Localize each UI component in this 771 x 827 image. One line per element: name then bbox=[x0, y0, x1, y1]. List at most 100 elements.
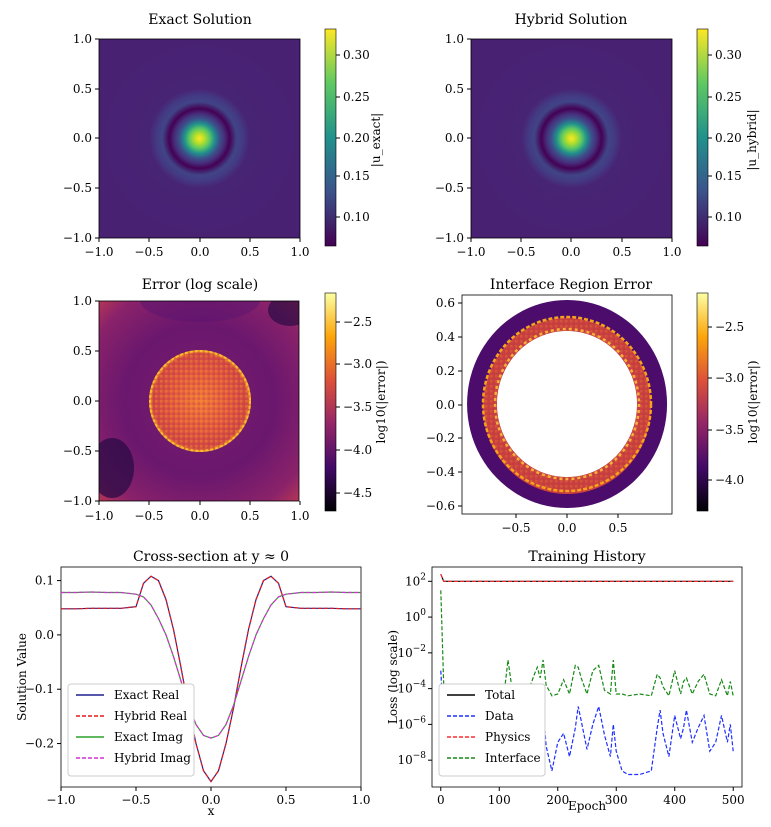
colorbar-tick: −2.5 bbox=[715, 320, 744, 334]
y-tick-label: 0.0 bbox=[73, 131, 92, 145]
y-tick-label: 10−2 bbox=[397, 644, 426, 660]
x-ticks: 0 100 200 300 400 500 bbox=[437, 793, 745, 807]
colorbar-label: |u_hybrid| bbox=[745, 109, 759, 170]
x-tick-label: 0.0 bbox=[557, 521, 576, 535]
x-tick-label: 0 bbox=[437, 793, 445, 807]
series-line-hybrid-imag bbox=[61, 591, 361, 739]
y-tick-label: −0.5 bbox=[63, 181, 92, 195]
x-ticks: −1.0 −0.5 0.0 0.5 1.0 bbox=[456, 238, 682, 259]
legend-label: Total bbox=[485, 688, 515, 702]
y-tick-label: −0.1 bbox=[25, 682, 54, 696]
y-tick-label: 0.2 bbox=[436, 364, 455, 378]
y-tick-label: 0.5 bbox=[73, 344, 92, 358]
heatmap-field bbox=[99, 39, 300, 238]
x-tick-label: 400 bbox=[663, 793, 686, 807]
colorbar-tick: 0.25 bbox=[715, 90, 742, 104]
y-tick-label: −0.2 bbox=[25, 737, 54, 751]
series-line-physics bbox=[440, 573, 734, 582]
colorbar-tick: 0.10 bbox=[343, 210, 370, 224]
colorbar-tick: 0.25 bbox=[343, 90, 370, 104]
y-tick-label: 102 bbox=[405, 572, 426, 588]
heatmap-field bbox=[467, 300, 668, 508]
y-ticks: 0.6 0.4 0.2 0.0 −0.2 −0.4 −0.6 bbox=[426, 296, 462, 513]
y-tick-label: −1.0 bbox=[63, 494, 92, 508]
x-tick-label: −1.0 bbox=[46, 793, 75, 807]
heatmap-field bbox=[471, 39, 672, 238]
y-tick-label: −0.5 bbox=[63, 444, 92, 458]
y-tick-label: 0.0 bbox=[436, 398, 455, 412]
x-tick-label: −1.0 bbox=[84, 509, 113, 523]
colorbar: 0.30 0.25 0.20 0.15 0.10 |u_exact| bbox=[324, 28, 383, 247]
x-tick-label: 0.5 bbox=[240, 509, 259, 523]
y-tick-label: 10−4 bbox=[397, 680, 426, 696]
x-tick-label: 0.0 bbox=[190, 509, 209, 523]
y-tick-label: 1.0 bbox=[73, 294, 92, 308]
x-ticks: −1.0 −0.5 0.0 0.5 1.0 bbox=[84, 501, 310, 523]
x-ticks: −1.0 −0.5 0.0 0.5 1.0 bbox=[84, 238, 310, 259]
x-tick-label: 0.5 bbox=[276, 793, 295, 807]
legend-label: Exact Real bbox=[114, 688, 179, 702]
x-tick-label: −1.0 bbox=[84, 245, 113, 259]
y-tick-label: 10−8 bbox=[397, 751, 426, 767]
x-tick-label: 0.5 bbox=[240, 245, 259, 259]
colorbar-tick: 0.20 bbox=[715, 131, 742, 145]
y-tick-label: 100 bbox=[405, 608, 426, 624]
panel-title: Exact Solution bbox=[148, 12, 251, 28]
panel-title: Hybrid Solution bbox=[515, 12, 628, 28]
colorbar-tick: 0.20 bbox=[343, 131, 370, 145]
panel-exact-solution: Exact Solution −1.0 −0.5 0.0 0.5 1.0 1.0… bbox=[63, 12, 383, 259]
series-lines bbox=[61, 575, 361, 783]
y-tick-label: 0.5 bbox=[73, 82, 92, 96]
y-tick-label: 0.0 bbox=[35, 628, 54, 642]
colorbar-label: |u_exact| bbox=[369, 113, 383, 167]
panel-hybrid-solution: Hybrid Solution −1.0 −0.5 0.0 0.5 1.0 1.… bbox=[435, 12, 759, 259]
colorbar-tick: −3.5 bbox=[343, 400, 372, 414]
y-ticks: 102 100 10−2 10−4 10−6 10−8 bbox=[397, 572, 426, 767]
colorbar: 0.30 0.25 0.20 0.15 0.10 |u_hybrid| bbox=[696, 28, 759, 247]
x-tick-label: −0.5 bbox=[506, 245, 535, 259]
x-tick-label: −0.5 bbox=[134, 509, 163, 523]
x-tick-label: −0.5 bbox=[134, 245, 163, 259]
colorbar-tick: 0.15 bbox=[343, 169, 370, 183]
panel-title: Error (log scale) bbox=[142, 277, 259, 293]
legend-label: Data bbox=[485, 709, 514, 723]
x-tick-label: 1.0 bbox=[290, 245, 309, 259]
y-ticks: 1.0 0.5 0.0 −0.5 −1.0 bbox=[63, 294, 99, 508]
axes-frame bbox=[431, 566, 743, 788]
x-tick-label: 1.0 bbox=[351, 793, 370, 807]
series-line-total bbox=[440, 573, 734, 582]
x-tick-label: 100 bbox=[488, 793, 511, 807]
x-tick-label: 200 bbox=[546, 793, 569, 807]
colorbar-tick: −3.0 bbox=[343, 357, 372, 371]
legend-label: Exact Imag bbox=[114, 730, 183, 744]
colorbar-label: log10(|error|) bbox=[374, 361, 388, 444]
legend-label: Interface bbox=[485, 751, 541, 765]
x-tick-label: −0.5 bbox=[121, 793, 150, 807]
panel-error-log: Error (log scale) −1.0 −0.5 0.0 0.5 1.0 … bbox=[63, 277, 388, 523]
y-ticks: 1.0 0.5 0.0 −0.5 −1.0 bbox=[63, 32, 99, 245]
x-tick-label: 0.5 bbox=[612, 245, 631, 259]
y-tick-label: −1.0 bbox=[435, 231, 464, 245]
y-tick-label: 0.0 bbox=[445, 131, 464, 145]
panel-title: Cross-section at y ≈ 0 bbox=[133, 549, 289, 565]
y-tick-label: 1.0 bbox=[445, 32, 464, 46]
y-tick-label: 0.1 bbox=[35, 574, 54, 588]
series-line-interface bbox=[440, 590, 734, 698]
legend-label: Hybrid Imag bbox=[114, 751, 191, 765]
y-ticks: 0.1 0.0 −0.1 −0.2 bbox=[25, 574, 54, 751]
colorbar: −2.5 −3.0 −3.5 −4.0 log10(|error|) bbox=[696, 292, 760, 512]
y-tick-label: −1.0 bbox=[63, 231, 92, 245]
colorbar-label: log10(|error|) bbox=[746, 361, 760, 444]
x-tick-label: 0.5 bbox=[608, 521, 627, 535]
colorbar-tick: 0.15 bbox=[715, 169, 742, 183]
x-tick-label: 1.0 bbox=[662, 245, 681, 259]
colorbar-tick: 0.30 bbox=[343, 48, 370, 62]
legend: Exact Real Hybrid Real Exact Imag Hybrid… bbox=[67, 683, 195, 777]
legend-label: Physics bbox=[485, 730, 530, 744]
panel-interface-error: Interface Region Error −0.5 0.0 0.5 0.6 … bbox=[426, 277, 760, 535]
colorbar-tick: −2.5 bbox=[343, 315, 372, 329]
legend-label: Hybrid Real bbox=[114, 709, 187, 723]
y-tick-label: 0.5 bbox=[445, 82, 464, 96]
y-tick-label: 10−6 bbox=[397, 715, 426, 731]
